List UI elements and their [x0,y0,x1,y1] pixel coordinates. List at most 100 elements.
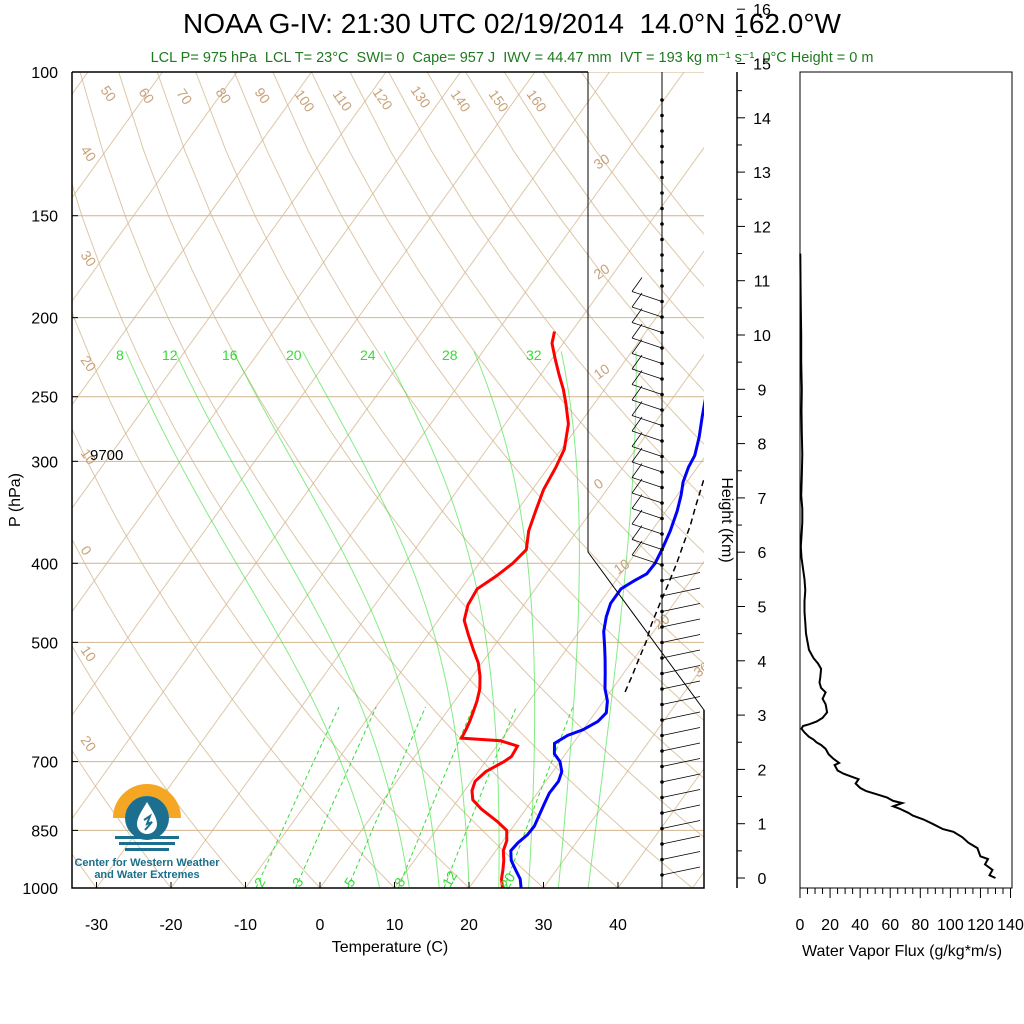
height-tick-label: 5 [758,600,767,617]
flux-tick-label: 140 [997,917,1024,934]
mixing-ratio-label: 20 [286,347,302,363]
wind-barb [631,339,643,354]
profile-blue [509,398,704,888]
flux-tick-label: 0 [796,917,805,934]
chart-subtitle: LCL P= 975 hPa LCL T= 23°C SWI= 0 Cape= … [150,50,874,66]
wind-barb [631,401,643,416]
wind-level-dot [660,129,664,133]
wind-level-dot [660,206,664,211]
wind-barb-panel [587,72,705,888]
profile-black-dashed [624,476,704,693]
dry-adiabat-label: 30 [691,658,713,680]
x-axis-label: Temperature (C) [332,939,448,956]
isotherm-line [96,72,685,888]
moist-adiabat-line [473,351,536,888]
wind-barb [631,399,663,411]
wind-barb [631,416,643,432]
dry-adiabat-line [156,72,704,838]
height-tick-label: 16 [753,2,771,19]
moist-adiabat-line [125,351,381,888]
isotherm-label: 20 [78,733,100,755]
flux-tick-label: 60 [881,917,899,934]
isotherm-label: 100 [292,87,319,115]
wind-barb [631,385,643,401]
isotherm-line [767,72,1024,888]
wind-barb [661,649,701,659]
isotherm-line [617,767,704,888]
x-tick-label: 20 [460,917,478,934]
dry-adiabat-line [349,72,704,554]
x-tick-label: 40 [609,917,627,934]
wind-barb [631,478,643,494]
dry-adiabat-label: 0 [591,475,607,493]
mixing-ratio-label: 32 [526,347,542,363]
wind-barb [661,696,701,705]
wind-barb [661,587,701,597]
flux-tick-label: 80 [911,917,929,934]
thermo-background-lines: 50 60 70 80 90 100 110 120 130 140 150 160403020100… [72,72,1024,888]
y-tick-label: 150 [31,209,58,226]
dry-adiabat-line [580,72,704,235]
dry-adiabat-line [72,427,395,888]
x-tick-label: -30 [85,917,108,934]
y-tick-label: 1000 [22,881,58,898]
dry-adiabat-line [118,72,693,888]
wind-barb [631,463,643,478]
wind-barb [631,539,663,550]
isotherm-label: 160 [524,87,551,115]
wind-barb [661,773,701,783]
dry-adiabat-line [542,72,704,287]
wind-barb [631,477,663,488]
moist-adiabat-line [174,351,410,888]
isotherm-label: 0 [78,543,96,559]
profile-red [459,331,570,888]
wind-barb [631,384,663,395]
y-tick-label: 100 [31,65,58,82]
moist-adiabat-line [383,351,500,888]
wind-barb [661,789,701,798]
flux-tick-label: 40 [851,917,869,934]
wind-barb [661,603,701,612]
wind-level-dot [660,113,664,118]
wind-barb [661,665,701,674]
isotherm-label: 70 [174,86,196,108]
wind-barb [631,523,663,535]
isotherm-line [72,72,387,509]
height-tick-label: 6 [758,545,767,562]
wind-level-dot [660,222,664,226]
logo-line1: Center for Western Weather [74,857,220,869]
wind-barb [661,727,701,736]
isotherm-label: 40 [78,143,100,165]
wind-barb [661,851,701,860]
mixing-ratio-line [397,706,474,888]
height-tick-label: 0 [758,871,767,888]
wind-barb [631,323,643,339]
isotherm-line [170,146,704,888]
wind-barb [631,494,643,509]
height-tick-label: 7 [758,491,767,508]
dry-adiabat-line [426,72,704,445]
wind-barb [661,742,701,752]
wind-barb [631,415,663,426]
flux-tick-label: 120 [967,917,994,934]
height-tick-label: 15 [753,57,771,74]
height-tick-label: 4 [758,654,767,671]
sounding-profiles [459,331,704,888]
wind-barb [631,432,643,447]
wind-barb [631,508,663,519]
wind-barb [631,525,643,540]
height-tick-label: 14 [753,111,771,128]
mixing-ratio-label: 8 [116,347,124,363]
mixing-ratio-label: 12 [162,347,178,363]
x-tick-label: -20 [159,917,182,934]
wind-barb [631,291,663,302]
wind-barb [631,370,643,385]
wind-level-dot [660,160,664,164]
y-tick-label: 400 [31,556,58,573]
chart-title: NOAA G-IV: 21:30 UTC 02/19/2014 14.0°N 1… [183,8,841,39]
height-tick-label: 12 [753,219,771,236]
wind-barb [661,680,701,690]
y-tick-label: 500 [31,635,58,652]
wind-level-dot [660,284,664,288]
